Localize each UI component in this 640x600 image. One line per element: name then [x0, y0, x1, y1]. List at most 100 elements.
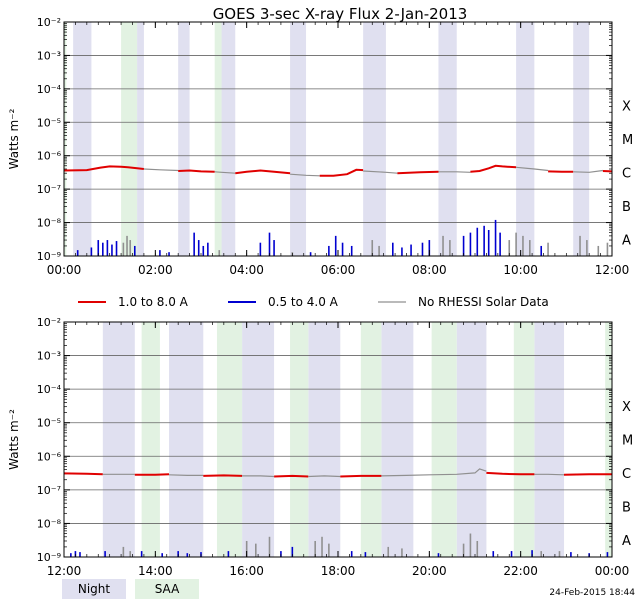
flux-line-segment [274, 474, 309, 478]
flux-line-segment [397, 170, 439, 175]
x-tick-label: 16:00 [229, 564, 264, 578]
x-tick-label: 02:00 [138, 263, 173, 277]
y-tick-label: 10⁻⁹ [37, 250, 61, 263]
flare-class-label: M [622, 434, 633, 449]
night-band [308, 322, 341, 557]
flux-line-segment [363, 170, 398, 174]
saa-band [214, 22, 222, 256]
saa-band [64, 22, 67, 256]
flux-line-segment [178, 169, 215, 173]
panel-1: 10⁻² 10⁻³ 10⁻⁴ 10⁻⁵ 10⁻⁶ 10⁻⁷ 10⁻⁸ 10⁻⁹ X M C B A Wat… [7, 16, 633, 277]
flux-line-segment [438, 171, 471, 173]
flare-class-label: A [622, 534, 631, 549]
saa-band [513, 322, 535, 557]
x-tick-label: 18:00 [321, 564, 356, 578]
y-tick-label: 10⁻⁴ [37, 383, 62, 396]
legend-box [62, 579, 126, 599]
night-band [169, 322, 204, 557]
night-band [381, 322, 414, 557]
night-band [242, 322, 275, 557]
y-tick-label: 10⁻⁷ [37, 484, 61, 497]
flux-line-segment [214, 171, 236, 174]
flare-class-label: B [622, 501, 631, 516]
x-tick-label: 20:00 [412, 564, 447, 578]
flux-line-segment [563, 473, 612, 476]
flare-class-label: B [622, 200, 631, 215]
night-band [534, 322, 565, 557]
flux-line-segment [134, 473, 170, 476]
flux-line-segment [486, 471, 535, 476]
y-axis-label: Watts m⁻² [7, 108, 21, 169]
x-tick-label: 22:00 [503, 564, 538, 578]
night-band [137, 22, 144, 256]
y-tick-label: 10⁻⁷ [37, 183, 61, 196]
x-tick-label: 00:00 [47, 263, 82, 277]
legend-label: No RHESSI Solar Data [418, 295, 549, 309]
flare-class-label: M [622, 133, 633, 148]
chart-panels: 10⁻² 10⁻³ 10⁻⁴ 10⁻⁵ 10⁻⁶ 10⁻⁷ 10⁻⁸ 10⁻⁹ X M C B A Wat… [7, 16, 633, 578]
flux-line-segment [63, 165, 145, 172]
night-saa-legend: Night SAA [62, 579, 199, 599]
y-tick-label: 10⁻³ [37, 350, 61, 363]
saa-band [431, 322, 457, 557]
flux-line-segment [340, 474, 382, 478]
y-tick-label: 10⁻⁵ [37, 116, 61, 129]
night-band [73, 22, 92, 256]
flux-line-segment [534, 473, 565, 476]
flux-line-segment [235, 169, 291, 175]
x-tick-label: 08:00 [412, 263, 447, 277]
flux-line-segment [381, 468, 487, 477]
x-tick-label: 04:00 [229, 263, 264, 277]
flux-line-segment [63, 472, 103, 476]
flare-class-label: X [622, 100, 631, 115]
night-band [221, 22, 236, 256]
chart-title: GOES 3-sec X-ray Flux 2-Jan-2013 [213, 5, 468, 23]
flux-line-segment [203, 474, 243, 477]
flare-class-label: X [622, 400, 631, 415]
night-band [573, 22, 590, 256]
flare-class-label: C [622, 467, 631, 482]
flux-line-segment [242, 475, 275, 478]
flux-line-segment [290, 173, 320, 177]
legend: 1.0 to 8.0 A 0.5 to 4.0 A No RHESSI Solar … [78, 295, 549, 309]
panel-2: 10⁻² 10⁻³ 10⁻⁴ 10⁻⁵ 10⁻⁶ 10⁻⁷ 10⁻⁸ 10⁻⁹ X M C B A Wat… [7, 316, 633, 578]
timestamp: 24-Feb-2015 18:44 [549, 588, 635, 598]
y-tick-label: 10⁻³ [37, 49, 61, 62]
flare-class-label: C [622, 166, 631, 181]
flux-line-segment [319, 168, 364, 177]
legend-box [135, 579, 199, 599]
night-band [363, 22, 386, 256]
night-band [456, 322, 487, 557]
y-tick-label: 10⁻⁶ [37, 450, 62, 463]
saa-band [141, 322, 160, 557]
legend-label: 1.0 to 8.0 A [118, 295, 189, 309]
x-tick-label: 12:00 [47, 564, 82, 578]
y-tick-label: 10⁻⁵ [37, 417, 61, 430]
y-tick-label: 10⁻⁸ [37, 517, 62, 530]
y-tick-label: 10⁻⁶ [37, 150, 62, 163]
night-band [290, 22, 307, 256]
flare-class-label: A [622, 233, 631, 248]
night-band [516, 22, 535, 256]
saa-band [121, 22, 138, 256]
x-tick-label: 10:00 [503, 263, 538, 277]
night-band [102, 322, 135, 557]
x-tick-label: 14:00 [138, 564, 173, 578]
night-band [178, 22, 190, 256]
flux-line-segment [470, 164, 517, 173]
flux-line-segment [143, 168, 179, 172]
saa-band [605, 322, 612, 557]
legend-label: 0.5 to 4.0 A [268, 295, 339, 309]
y-tick-label: 10⁻⁴ [37, 83, 62, 96]
flux-line-segment [308, 475, 341, 478]
flux-line-segment [516, 166, 549, 172]
night-band [438, 22, 457, 256]
flux-line-segment [573, 169, 603, 173]
y-tick-label: 10⁻² [37, 16, 61, 29]
flux-line-segment [168, 474, 204, 476]
legend-box-label: SAA [155, 582, 180, 596]
y-axis-label: Watts m⁻² [7, 409, 21, 470]
y-tick-label: 10⁻⁸ [37, 217, 62, 230]
saa-band [216, 322, 243, 557]
y-tick-label: 10⁻² [37, 316, 61, 329]
